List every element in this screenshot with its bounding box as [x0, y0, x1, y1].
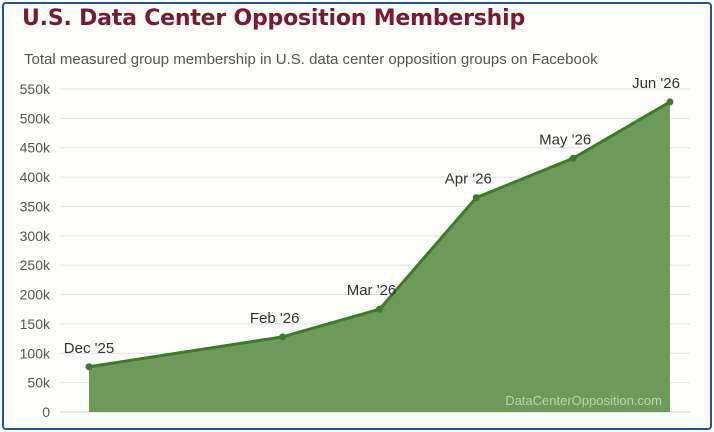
- y-tick-label: 50k: [27, 375, 51, 391]
- data-point: [472, 194, 480, 202]
- data-point: [666, 98, 674, 106]
- y-tick-label: 450k: [20, 140, 51, 156]
- source-watermark: DataCenterOpposition.com: [505, 393, 662, 408]
- point-label: Dec '25: [64, 340, 114, 357]
- area-series: [89, 101, 670, 413]
- series-line: [88, 100, 671, 369]
- y-tick-label: 550k: [20, 81, 51, 97]
- area-fill: [89, 101, 670, 413]
- y-tick-label: 400k: [20, 169, 51, 185]
- chart-title: U.S. Data Center Opposition Membership: [22, 6, 526, 31]
- y-tick-label: 150k: [20, 316, 51, 332]
- y-tick-label: 200k: [20, 287, 51, 303]
- y-tick-label: 350k: [20, 198, 51, 214]
- point-labels: Dec '25 Feb '26 Mar '26 Apr '26 May '26 Jun '…: [64, 75, 680, 357]
- y-tick-label: 250k: [20, 257, 51, 273]
- data-point: [569, 154, 577, 162]
- point-label: May '26: [539, 131, 591, 148]
- data-point: [279, 333, 287, 341]
- data-points: [85, 98, 674, 371]
- y-tick-label: 0: [42, 404, 50, 420]
- data-point: [375, 305, 383, 313]
- y-axis-tick-labels: 0 50k 100k 150k 200k 250k 300k 350k 400k 450k 500k…: [20, 81, 51, 420]
- point-label: Jun '26: [632, 75, 680, 92]
- y-tick-label: 300k: [20, 228, 51, 244]
- line-series: [88, 100, 671, 369]
- point-label: Apr '26: [445, 171, 492, 188]
- point-label: Mar '26: [347, 282, 397, 299]
- y-tick-label: 500k: [20, 110, 51, 126]
- point-label: Feb '26: [250, 310, 300, 327]
- y-tick-label: 100k: [20, 345, 51, 361]
- chart-subtitle: Total measured group membership in U.S. …: [24, 51, 598, 68]
- data-point: [85, 363, 93, 371]
